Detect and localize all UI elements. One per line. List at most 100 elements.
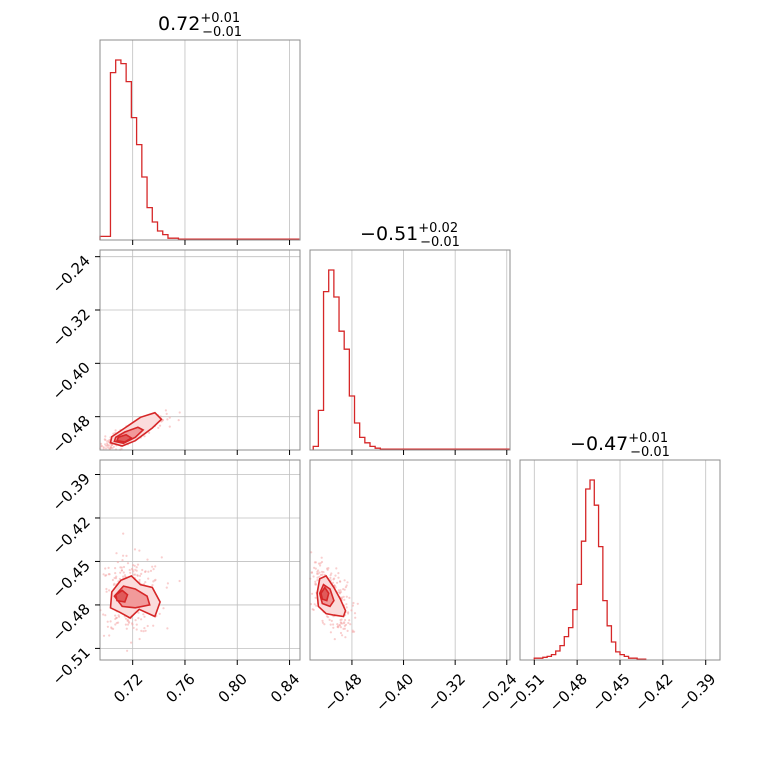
scatter-point (107, 566, 110, 570)
scatter-point (111, 578, 114, 582)
scatter-point (339, 580, 342, 583)
scatter-point (107, 573, 110, 576)
scatter-point (349, 623, 352, 626)
scatter-point (106, 625, 109, 628)
scatter-point (316, 576, 319, 579)
scatter-point (112, 432, 115, 435)
x-tick-label: 0.72 (110, 670, 146, 706)
scatter-point (348, 596, 351, 600)
scatter-point (332, 626, 335, 629)
contour-level-3 (115, 433, 133, 443)
scatter-point (329, 576, 332, 580)
scatter-point (124, 617, 128, 620)
scatter-point (338, 624, 341, 627)
scatter-point (122, 571, 125, 574)
scatter-point (123, 574, 127, 577)
scatter-point (314, 583, 317, 586)
scatter-point (339, 626, 343, 629)
scatter-point (132, 564, 135, 567)
scatter-point (102, 634, 106, 637)
scatter-point (102, 573, 105, 576)
scatter-point (351, 604, 354, 607)
scatter-point (317, 569, 320, 572)
scatter-point (165, 586, 168, 589)
scatter-point (135, 628, 138, 631)
scatter-point (311, 608, 314, 611)
panel-title-2: −0.47+0.01 −0.01 (570, 431, 670, 460)
panel-frame (99, 459, 301, 661)
y-tick-label: −0.51 (49, 644, 94, 689)
scatter-point (126, 649, 129, 652)
scatter-point (353, 612, 357, 615)
scatter-point (133, 548, 137, 551)
scatter-point (339, 591, 343, 594)
scatter-point (329, 623, 332, 626)
scatter-point (147, 570, 150, 573)
scatter-point (161, 419, 164, 422)
scatter-point (120, 566, 123, 569)
scatter-point (341, 634, 344, 637)
scatter-point (157, 426, 160, 429)
scatter-point (131, 622, 134, 625)
scatter-point (325, 615, 329, 618)
scatter-point (168, 425, 171, 428)
scatter-point (347, 612, 350, 615)
scatter-point (314, 580, 317, 583)
y-tick-label: −0.45 (49, 557, 94, 602)
y-tick-label: −0.48 (49, 412, 94, 457)
scatter-point (113, 582, 116, 585)
scatter-point (320, 560, 324, 564)
scatter-point (320, 570, 324, 573)
histogram-step (99, 59, 300, 240)
scatter-point (160, 556, 163, 559)
scatter-point (129, 571, 132, 574)
y-tick-label: −0.48 (49, 600, 94, 645)
x-tick-label: −0.48 (546, 670, 591, 715)
scatter-point (166, 627, 169, 630)
scatter-point (166, 582, 169, 585)
scatter-point (115, 552, 118, 555)
scatter-point (144, 581, 147, 584)
scatter-point (318, 575, 321, 578)
x-tick-label: 0.76 (162, 670, 198, 706)
histogram-step (312, 269, 511, 450)
scatter-point (356, 602, 359, 605)
y-tick-label: −0.39 (49, 470, 94, 515)
scatter-point (134, 573, 137, 576)
scatter-point (339, 631, 343, 635)
scatter-point (313, 603, 316, 606)
scatter-point (142, 630, 145, 633)
scatter-point (331, 581, 335, 584)
scatter-point (151, 584, 154, 587)
scatter-point (317, 562, 321, 565)
scatter-point (138, 637, 141, 641)
scatter-point (114, 567, 117, 570)
scatter-point (319, 564, 322, 567)
panel-1-1 (309, 249, 511, 455)
scatter-point (329, 631, 332, 634)
scatter-point (140, 572, 143, 576)
scatter-point (114, 614, 117, 617)
scatter-point (312, 575, 315, 578)
scatter-point (104, 438, 107, 442)
scatter-point (124, 623, 127, 626)
scatter-point (120, 569, 123, 572)
scatter-point (143, 627, 146, 630)
scatter-point (130, 641, 133, 644)
panel-2-2: −0.51−0.48−0.45−0.42−0.39 (503, 459, 721, 715)
scatter-point (178, 411, 181, 414)
scatter-point (314, 561, 317, 564)
scatter-point (138, 549, 141, 552)
scatter-point (344, 586, 347, 589)
scatter-point (311, 592, 314, 595)
x-tick-label: 0.84 (267, 670, 303, 706)
scatter-point (122, 565, 126, 569)
scatter-point (342, 627, 345, 631)
panel-frame (99, 249, 301, 451)
scatter-point (310, 571, 314, 574)
scatter-point (146, 558, 149, 561)
scatter-point (323, 623, 326, 626)
scatter-point (314, 567, 317, 570)
scatter-point (152, 580, 155, 583)
scatter-point (343, 579, 346, 582)
